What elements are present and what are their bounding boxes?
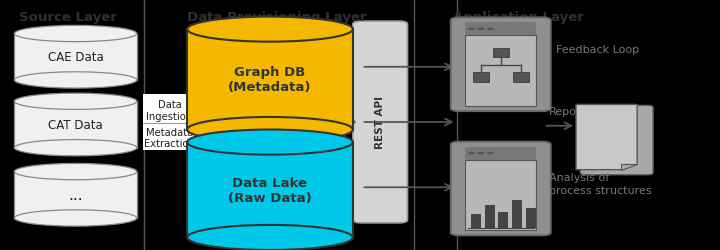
Ellipse shape xyxy=(14,26,137,42)
Ellipse shape xyxy=(187,225,353,250)
FancyBboxPatch shape xyxy=(353,22,408,223)
Ellipse shape xyxy=(14,164,137,180)
Circle shape xyxy=(468,152,475,155)
Ellipse shape xyxy=(187,130,353,155)
Circle shape xyxy=(477,28,485,31)
Bar xyxy=(465,160,536,230)
FancyBboxPatch shape xyxy=(451,142,551,236)
Text: Analysis of
process structures: Analysis of process structures xyxy=(549,172,652,195)
Bar xyxy=(143,95,204,150)
Bar xyxy=(526,208,536,228)
Bar xyxy=(465,23,536,36)
Bar xyxy=(473,73,489,83)
Ellipse shape xyxy=(14,94,137,110)
Circle shape xyxy=(487,152,494,155)
Bar xyxy=(187,30,353,130)
Bar xyxy=(492,48,508,58)
Ellipse shape xyxy=(14,140,137,156)
Text: Application Layer: Application Layer xyxy=(453,11,584,24)
Text: Data Provisioning Layer: Data Provisioning Layer xyxy=(187,11,367,24)
Text: CAE Data: CAE Data xyxy=(48,51,104,64)
Text: Metadata
Extraction: Metadata Extraction xyxy=(144,127,195,149)
Bar xyxy=(465,147,536,160)
Bar xyxy=(14,172,137,218)
Text: CAT Data: CAT Data xyxy=(48,118,103,132)
Text: Data Lake
(Raw Data): Data Lake (Raw Data) xyxy=(228,176,312,204)
Text: REST API: REST API xyxy=(375,96,385,149)
Bar xyxy=(187,142,353,238)
Bar xyxy=(14,34,137,80)
Bar xyxy=(512,200,522,228)
Circle shape xyxy=(468,28,475,31)
Ellipse shape xyxy=(14,210,137,226)
Text: Source Layer: Source Layer xyxy=(19,11,117,24)
Bar xyxy=(513,73,528,83)
Text: Reports: Reports xyxy=(549,106,591,116)
Text: Graph DB
(Metadata): Graph DB (Metadata) xyxy=(228,66,312,94)
Bar xyxy=(485,206,495,228)
Polygon shape xyxy=(576,105,637,170)
Circle shape xyxy=(487,28,494,31)
Ellipse shape xyxy=(187,18,353,42)
Circle shape xyxy=(477,152,485,155)
Text: ...: ... xyxy=(68,188,83,202)
Text: Feedback Loop: Feedback Loop xyxy=(556,45,639,55)
FancyBboxPatch shape xyxy=(580,106,653,175)
Polygon shape xyxy=(621,164,637,170)
FancyBboxPatch shape xyxy=(451,18,551,112)
Bar xyxy=(14,102,137,148)
Bar xyxy=(465,36,536,107)
Ellipse shape xyxy=(14,72,137,89)
Text: Data
Ingestion: Data Ingestion xyxy=(146,100,193,121)
Bar xyxy=(471,214,481,228)
Bar xyxy=(498,212,508,228)
Ellipse shape xyxy=(187,118,353,142)
